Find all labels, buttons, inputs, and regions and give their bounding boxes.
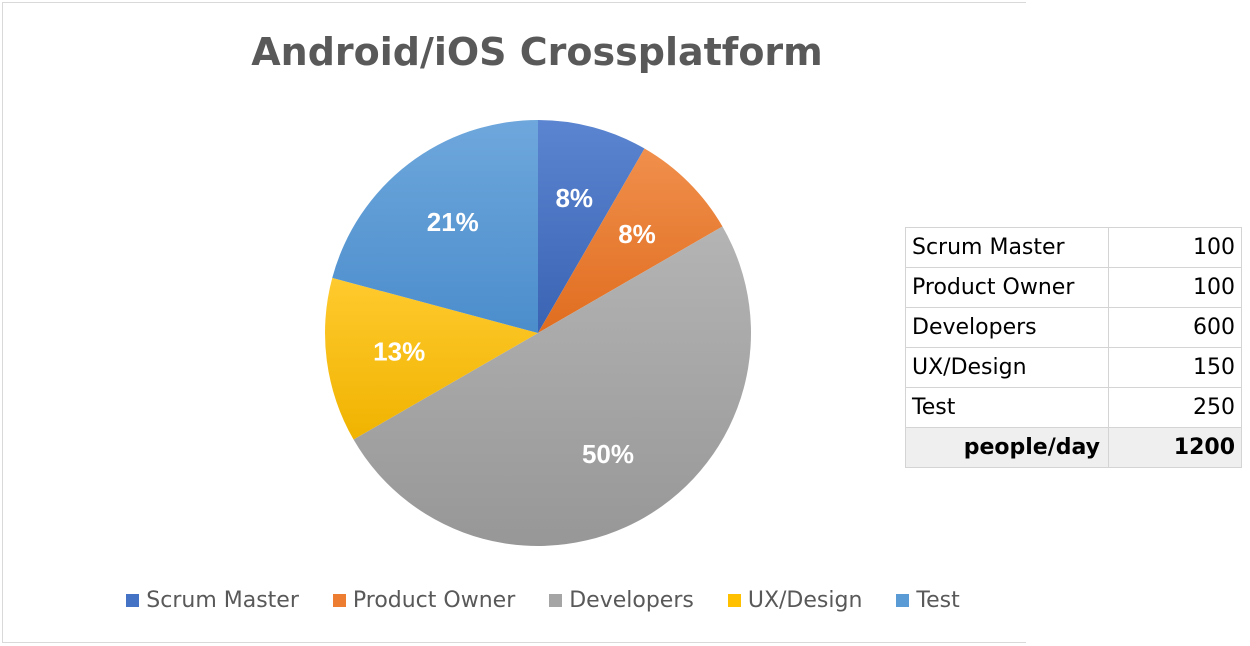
table-cell-label: UX/Design: [905, 347, 1109, 388]
pie-slice-product-owner: [538, 148, 723, 333]
legend-swatch: [549, 594, 563, 607]
legend-item-product-owner: Product Owner: [332, 588, 516, 613]
table-row: UX/Design 150: [905, 347, 1242, 388]
legend-swatch: [126, 594, 140, 607]
pie-label-product-owner: 8%: [618, 219, 656, 249]
table-total-value: 1200: [1108, 427, 1242, 468]
data-table: Scrum Master 100 Product Owner 100 Devel…: [905, 227, 1242, 468]
table-cell-label: Scrum Master: [905, 227, 1109, 268]
legend-item-test: Test: [896, 588, 960, 613]
table-cell-value: 150: [1108, 347, 1242, 388]
pie-slice-developers: [353, 226, 752, 546]
table-total-row: people/day 1200: [905, 427, 1242, 468]
table-cell-value: 600: [1108, 307, 1242, 348]
pie-slice-ux-design: [325, 277, 538, 440]
table-total-label: people/day: [905, 427, 1109, 468]
table-row: Scrum Master 100: [905, 227, 1242, 268]
legend-label: Test: [916, 588, 960, 613]
pie-slice-test: [332, 120, 538, 333]
chart-title: Android/iOS Crossplatform: [251, 30, 823, 74]
table-cell-value: 250: [1108, 387, 1242, 428]
legend-swatch: [332, 594, 346, 607]
pie-slice-scrum-master: [538, 120, 645, 333]
legend-label: Scrum Master: [146, 588, 299, 613]
legend-swatch: [896, 594, 910, 607]
table-row: Developers 600: [905, 307, 1242, 348]
table-cell-label: Product Owner: [905, 267, 1109, 308]
legend-item-ux-design: UX/Design: [727, 588, 863, 613]
table-row: Product Owner 100: [905, 267, 1242, 308]
pie-label-test: 21%: [427, 207, 479, 237]
legend-item-scrum-master: Scrum Master: [126, 588, 299, 613]
legend: Scrum Master Product Owner Developers UX…: [0, 588, 1086, 613]
pie-label-developers: 50%: [582, 439, 634, 469]
legend-swatch: [727, 594, 741, 607]
table-cell-label: Developers: [905, 307, 1109, 348]
pie-label-ux-design: 13%: [373, 336, 425, 366]
legend-label: Developers: [569, 588, 694, 613]
table-cell-label: Test: [905, 387, 1109, 428]
legend-label: Product Owner: [352, 588, 516, 613]
table-cell-value: 100: [1108, 267, 1242, 308]
table-row: Test 250: [905, 387, 1242, 428]
pie-label-scrum-master: 8%: [555, 183, 593, 213]
table-cell-value: 100: [1108, 227, 1242, 268]
legend-label: UX/Design: [747, 588, 863, 613]
legend-item-developers: Developers: [549, 588, 694, 613]
